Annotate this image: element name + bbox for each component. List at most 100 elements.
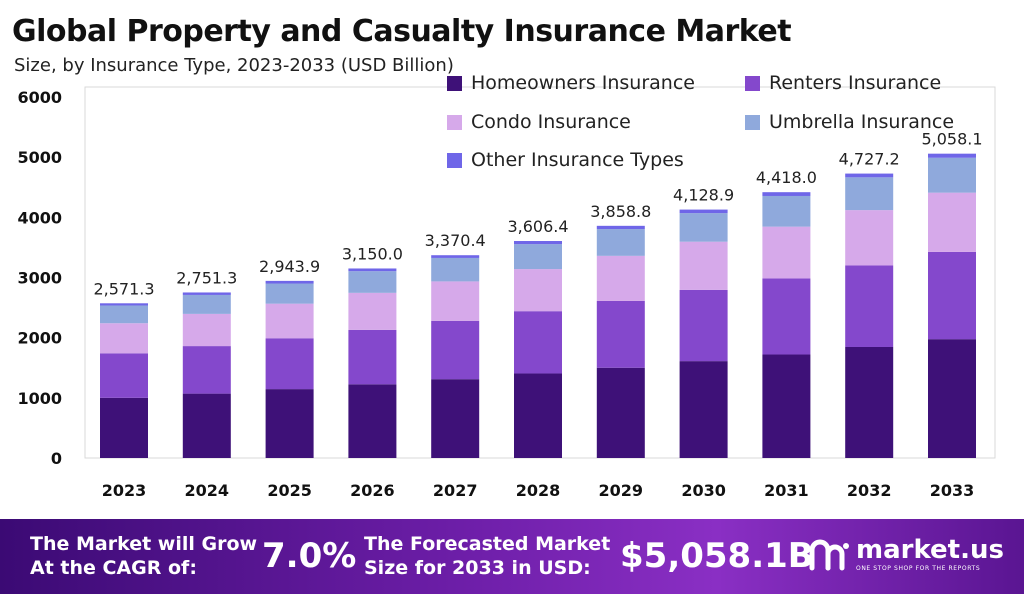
bar-segment-homeowners: [348, 384, 397, 458]
bar-segment-condo: [928, 192, 976, 252]
bar-segment-renters: [348, 329, 397, 385]
cagr-value: 7.0%: [262, 536, 357, 576]
bar-segment-condo: [182, 313, 231, 347]
legend-item-umbrella: Umbrella Insurance: [745, 111, 954, 133]
bar-segment-umbrella: [182, 294, 231, 314]
legend-label-condo: Condo Insurance: [471, 111, 631, 133]
bar-segment-condo: [679, 241, 728, 290]
bar-segment-other: [762, 192, 811, 196]
bar-segment-condo: [762, 226, 811, 279]
bar-total-label: 3,606.4: [507, 217, 568, 236]
legend-item-condo: Condo Insurance: [447, 111, 631, 133]
bar-total-label: 3,858.8: [590, 202, 651, 221]
x-tick-label: 2024: [185, 481, 230, 500]
bar-segment-homeowners: [845, 346, 894, 458]
x-tick-label: 2031: [764, 481, 809, 500]
bar-segment-homeowners: [100, 397, 148, 458]
bar-total-label: 4,418.0: [756, 168, 817, 187]
bar-total-label: 4,128.9: [673, 186, 734, 205]
bar-segment-umbrella: [348, 271, 397, 293]
bar-segment-homeowners: [182, 393, 231, 458]
forecast-value: $5,058.1B: [620, 536, 814, 576]
x-tick-label: 2028: [516, 481, 561, 500]
x-tick-label: 2032: [847, 481, 892, 500]
x-tick-label: 2025: [267, 481, 312, 500]
bar-segment-renters: [431, 320, 480, 380]
bar-segment-renters: [679, 289, 728, 362]
bar-segment-condo: [596, 255, 645, 301]
bar-segment-renters: [762, 278, 811, 355]
legend-swatch-umbrella: [745, 114, 760, 130]
legend-swatch-renters: [745, 75, 760, 91]
y-tick-label: 2000: [17, 329, 62, 348]
legend-swatch-homeowners: [447, 75, 462, 91]
bar-segment-other: [679, 209, 728, 214]
bar-segment-umbrella: [928, 157, 976, 193]
y-tick-label: 6000: [17, 88, 62, 107]
bar-segment-renters: [100, 353, 148, 398]
bar-segment-condo: [100, 323, 148, 354]
market-us-logo-icon: [809, 539, 849, 570]
brand-logo: market.us ONE STOP SHOP FOR THE REPORTS: [808, 537, 1004, 572]
bar-segment-other: [265, 280, 314, 284]
brand-name: market.us: [856, 535, 1004, 565]
bar-segment-umbrella: [100, 305, 148, 324]
stacked-bar-chart: 0 1000 2000 3000 4000 5000 6000 2,571.3 2023 2,75…: [17, 86, 996, 500]
forecast-label: The Forecasted Market Size for 2033 in U…: [364, 532, 610, 580]
bar-segment-homeowners: [679, 361, 728, 458]
bar-segment-other: [348, 268, 397, 272]
bar-segment-homeowners: [265, 389, 314, 458]
forecast-label-line2: Size for 2033 in USD:: [364, 557, 591, 579]
bar-segment-umbrella: [762, 195, 811, 227]
bar-total-label: 3,370.4: [425, 231, 486, 250]
bar-total-label: 5,058.1: [921, 130, 982, 149]
x-tick-label: 2030: [681, 481, 726, 500]
bar-segment-condo: [348, 292, 397, 330]
bar-segment-umbrella: [845, 177, 894, 211]
bar-segment-condo: [265, 303, 314, 339]
bar-segment-umbrella: [596, 229, 645, 256]
bar-segment-condo: [845, 210, 894, 266]
cagr-label-line1: The Market will Grow: [30, 533, 258, 555]
bar-segment-umbrella: [431, 257, 480, 282]
legend-item-other: Other Insurance Types: [447, 149, 684, 171]
bar-segment-renters: [182, 346, 231, 394]
bar-total-label: 3,150.0: [342, 244, 403, 263]
y-tick-label: 1000: [17, 389, 62, 408]
bar-segment-renters: [928, 251, 976, 340]
legend-label-renters: Renters Insurance: [769, 72, 942, 94]
bar-segment-homeowners: [514, 373, 562, 458]
bar-segment-umbrella: [265, 283, 314, 304]
x-tick-label: 2029: [599, 481, 644, 500]
brand-tagline: ONE STOP SHOP FOR THE REPORTS: [856, 565, 981, 572]
bar-segment-other: [431, 255, 480, 258]
bar-segment-homeowners: [596, 367, 645, 458]
y-tick-label: 3000: [17, 269, 62, 288]
bar-segment-other: [845, 173, 894, 178]
chart-subtitle: Size, by Insurance Type, 2023-2033 (USD …: [14, 55, 454, 76]
bar-segment-other: [928, 153, 976, 158]
cagr-label: The Market will Grow At the CAGR of:: [30, 532, 257, 580]
brand-text: market.us ONE STOP SHOP FOR THE REPORTS: [856, 537, 1004, 572]
cagr-label-line2: At the CAGR of:: [30, 557, 197, 579]
bar-segment-condo: [514, 269, 562, 312]
bar-segment-renters: [845, 265, 894, 347]
bar-segment-renters: [265, 338, 314, 390]
bar-total-label: 2,571.3: [93, 279, 154, 298]
forecast-label-line1: The Forecasted Market: [364, 533, 611, 555]
legend-label-other: Other Insurance Types: [471, 149, 684, 171]
bar-segment-renters: [596, 300, 645, 368]
y-tick-label: 0: [51, 449, 62, 468]
legend-swatch-condo: [447, 114, 462, 130]
legend-item-homeowners: Homeowners Insurance: [447, 72, 695, 94]
x-tick-label: 2027: [433, 481, 478, 500]
summary-footer: The Market will Grow At the CAGR of: 7.0…: [0, 519, 1024, 594]
legend-label-homeowners: Homeowners Insurance: [471, 72, 695, 94]
bar-total-label: 4,727.2: [839, 150, 900, 169]
legend-swatch-other: [447, 152, 462, 168]
bar-segment-homeowners: [928, 339, 976, 458]
bar-total-label: 2,943.9: [259, 257, 320, 276]
chart-title: Global Property and Casualty Insurance M…: [12, 14, 792, 49]
bar-segment-condo: [431, 281, 480, 321]
